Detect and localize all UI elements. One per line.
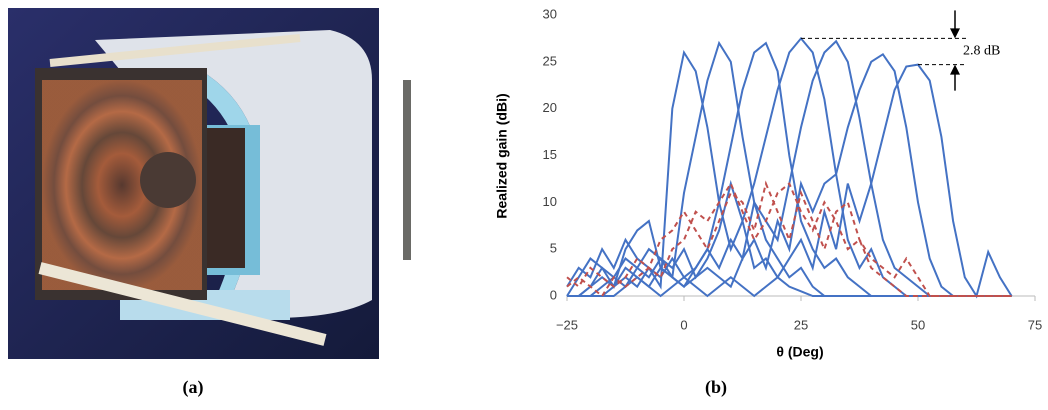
x-tick-label: 50	[911, 317, 925, 332]
y-tick-label: 30	[543, 6, 557, 21]
figure: (a) (b) θ (Deg) Realized gain (dBi) 0 5 10…	[0, 0, 1048, 410]
x-tick-label: −25	[556, 317, 578, 332]
y-tick-label: 25	[543, 53, 557, 68]
annotation: 2.8 dB	[963, 44, 1000, 59]
y-axis-label: Realized gain (dBi)	[494, 93, 510, 218]
x-axis-label: θ (Deg)	[776, 344, 823, 360]
series-line	[567, 184, 1012, 296]
y-tick-label: 15	[543, 147, 557, 162]
annotation-arrowhead	[950, 65, 960, 75]
y-tick-label: 10	[543, 194, 557, 209]
x-tick-label: 75	[1028, 317, 1042, 332]
annotation-arrowhead	[950, 28, 960, 38]
y-tick-label: 0	[550, 287, 557, 302]
caption: (b)	[705, 377, 727, 398]
caption: (a)	[183, 377, 204, 398]
x-tick-label: 0	[680, 317, 687, 332]
photo	[8, 8, 411, 359]
x-tick-label: 25	[794, 317, 808, 332]
y-tick-label: 20	[543, 100, 557, 115]
y-tick-label: 5	[550, 241, 557, 256]
